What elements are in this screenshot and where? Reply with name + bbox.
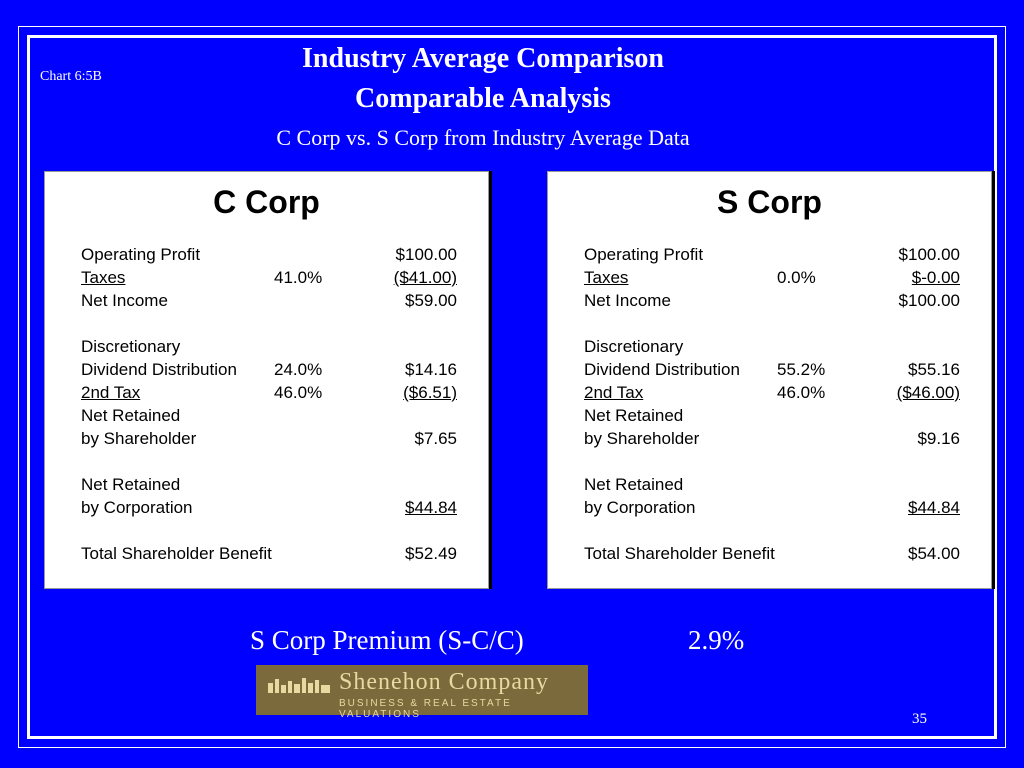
c-row-net-retained-corp: Net Retained bbox=[81, 474, 461, 496]
s-row-discretionary: Discretionary bbox=[584, 336, 964, 358]
row-amount: ($41.00) bbox=[393, 268, 457, 287]
row-amount: $7.65 bbox=[414, 429, 457, 448]
row-percent: 24.0% bbox=[274, 360, 323, 379]
row-amount: $59.00 bbox=[405, 291, 457, 310]
row-label: Net Income bbox=[584, 291, 671, 310]
c-row-by-corporation: by Corporation $44.84 bbox=[81, 497, 461, 519]
row-label: by Shareholder bbox=[81, 429, 197, 448]
row-label: Net Retained bbox=[584, 406, 684, 425]
row-label: 2nd Tax bbox=[81, 383, 141, 402]
row-label: Taxes bbox=[81, 268, 126, 287]
s-row-by-shareholder: by Shareholder $9.16 bbox=[584, 428, 964, 450]
row-amount: $-0.00 bbox=[911, 268, 960, 287]
page-subsubtitle: C Corp vs. S Corp from Industry Average … bbox=[276, 125, 690, 150]
row-label: Discretionary bbox=[584, 337, 684, 356]
page-title: Industry Average Comparison bbox=[302, 43, 664, 74]
row-label: by Corporation bbox=[584, 498, 696, 517]
row-amount: $14.16 bbox=[405, 360, 457, 379]
row-label: Net Retained bbox=[584, 475, 684, 494]
s-row-by-corporation: by Corporation $44.84 bbox=[584, 497, 964, 519]
c-row-total-benefit: Total Shareholder Benefit $52.49 bbox=[81, 543, 461, 565]
c-corp-panel: C Corp Operating Profit $100.00 Taxes 41… bbox=[44, 171, 489, 589]
row-label: Net Income bbox=[81, 291, 168, 310]
row-percent: 46.0% bbox=[274, 383, 323, 402]
premium-value: 2.9% bbox=[688, 625, 745, 655]
c-row-operating-profit: Operating Profit $100.00 bbox=[81, 244, 461, 266]
s-row-total-benefit: Total Shareholder Benefit $54.00 bbox=[584, 543, 964, 565]
row-percent: 46.0% bbox=[777, 383, 826, 402]
row-label: Total Shareholder Benefit bbox=[584, 544, 775, 563]
skyline-icon bbox=[268, 678, 330, 693]
row-label: Net Retained bbox=[81, 475, 181, 494]
c-row-taxes: Taxes 41.0% ($41.00) bbox=[81, 267, 461, 289]
premium-label: S Corp Premium (S-C/C) bbox=[250, 625, 524, 655]
c-row-2nd-tax: 2nd Tax 46.0% ($6.51) bbox=[81, 382, 461, 404]
logo-name: Shenehon Company bbox=[339, 669, 549, 695]
page-number: 35 bbox=[912, 711, 927, 727]
c-row-net-retained: Net Retained bbox=[81, 405, 461, 427]
row-amount: $44.84 bbox=[908, 498, 960, 517]
row-label: Net Retained bbox=[81, 406, 181, 425]
row-label: Discretionary bbox=[81, 337, 181, 356]
outer-frame bbox=[18, 26, 1006, 748]
row-amount: $55.16 bbox=[908, 360, 960, 379]
c-row-discretionary: Discretionary bbox=[81, 336, 461, 358]
logo-tagline: BUSINESS & REAL ESTATE VALUATIONS bbox=[339, 698, 512, 720]
s-row-net-retained: Net Retained bbox=[584, 405, 964, 427]
row-label: Operating Profit bbox=[584, 245, 704, 264]
row-label: 2nd Tax bbox=[584, 383, 644, 402]
company-logo: Shenehon Company BUSINESS & REAL ESTATE … bbox=[256, 665, 588, 720]
page-subtitle: Comparable Analysis bbox=[355, 83, 611, 114]
c-row-dividend: Dividend Distribution 24.0% $14.16 bbox=[81, 359, 461, 381]
row-percent: 41.0% bbox=[274, 268, 323, 287]
c-row-net-income: Net Income $59.00 bbox=[81, 290, 461, 312]
row-amount: $100.00 bbox=[898, 245, 960, 264]
row-amount: ($6.51) bbox=[403, 383, 457, 402]
row-amount: $100.00 bbox=[898, 291, 960, 310]
s-corp-panel: S Corp Operating Profit $100.00 Taxes 0.… bbox=[547, 171, 992, 589]
c-row-by-shareholder: by Shareholder $7.65 bbox=[81, 428, 461, 450]
row-amount: $52.49 bbox=[405, 544, 457, 563]
c-corp-title: C Corp bbox=[213, 184, 320, 220]
s-row-2nd-tax: 2nd Tax 46.0% ($46.00) bbox=[584, 382, 964, 404]
row-label: Total Shareholder Benefit bbox=[81, 544, 272, 563]
row-label: by Shareholder bbox=[584, 429, 700, 448]
row-label: Taxes bbox=[584, 268, 629, 287]
s-corp-title: S Corp bbox=[717, 184, 822, 220]
row-label: Operating Profit bbox=[81, 245, 201, 264]
s-row-dividend: Dividend Distribution 55.2% $55.16 bbox=[584, 359, 964, 381]
row-amount: ($46.00) bbox=[896, 383, 960, 402]
row-percent: 55.2% bbox=[777, 360, 826, 379]
row-label: by Corporation bbox=[81, 498, 193, 517]
row-amount: $9.16 bbox=[917, 429, 960, 448]
row-amount: $100.00 bbox=[395, 245, 457, 264]
row-label: Dividend Distribution bbox=[81, 360, 237, 379]
chart-reference: Chart 6:5B bbox=[40, 69, 102, 84]
s-row-taxes: Taxes 0.0% $-0.00 bbox=[584, 267, 964, 289]
inner-frame bbox=[27, 35, 997, 739]
row-amount: $44.84 bbox=[405, 498, 457, 517]
row-amount: $54.00 bbox=[908, 544, 960, 563]
row-label: Dividend Distribution bbox=[584, 360, 740, 379]
s-row-net-retained-corp: Net Retained bbox=[584, 474, 964, 496]
s-row-net-income: Net Income $100.00 bbox=[584, 290, 964, 312]
row-percent: 0.0% bbox=[777, 268, 816, 287]
s-row-operating-profit: Operating Profit $100.00 bbox=[584, 244, 964, 266]
